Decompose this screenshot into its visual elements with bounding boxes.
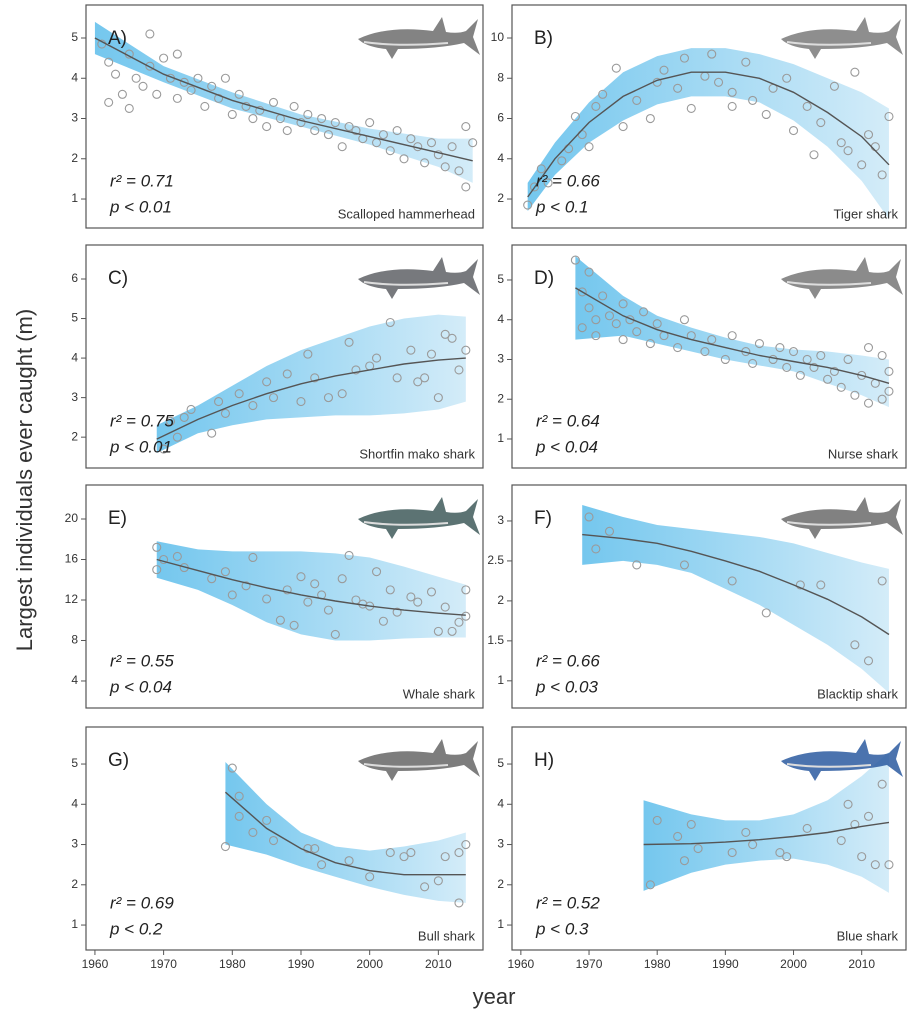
r-squared: r² = 0.66 bbox=[536, 171, 600, 190]
species-name: Scalloped hammerhead bbox=[338, 206, 475, 221]
r-squared: r² = 0.69 bbox=[110, 893, 174, 912]
x-tick-label: 1970 bbox=[576, 957, 603, 971]
figure: Largest individuals ever caught (m) year… bbox=[0, 0, 910, 1012]
species-name: Tiger shark bbox=[833, 206, 898, 221]
y-tick-label: 3 bbox=[71, 390, 78, 404]
x-axis-label: year bbox=[473, 984, 516, 1009]
y-tick-label: 3 bbox=[497, 513, 504, 527]
y-tick-label: 1 bbox=[71, 191, 78, 205]
panel-label: B) bbox=[534, 28, 553, 49]
panel: 2 4 6 8 10 B) r² = 0.66 p < 0.1 Tiger shark bbox=[491, 5, 906, 228]
species-name: Blue shark bbox=[837, 928, 899, 943]
y-tick-label: 4 bbox=[71, 796, 78, 810]
x-tick-label: 1990 bbox=[712, 957, 739, 971]
y-axis-label: Largest individuals ever caught (m) bbox=[12, 309, 37, 651]
x-tick-label: 1960 bbox=[508, 957, 535, 971]
y-tick-label: 4 bbox=[497, 312, 504, 326]
r-squared: r² = 0.52 bbox=[536, 893, 600, 912]
y-tick-label: 4 bbox=[71, 350, 78, 364]
r-squared: r² = 0.64 bbox=[536, 411, 600, 430]
p-value: p < 0.3 bbox=[535, 919, 589, 938]
panel-label: D) bbox=[534, 268, 554, 289]
x-tick-label: 2000 bbox=[780, 957, 807, 971]
y-tick-label: 10 bbox=[491, 30, 505, 44]
y-tick-label: 5 bbox=[71, 30, 78, 44]
y-tick-label: 6 bbox=[71, 271, 78, 285]
y-tick-label: 3 bbox=[497, 352, 504, 366]
r-squared: r² = 0.71 bbox=[110, 171, 174, 190]
x-tick-label: 1980 bbox=[644, 957, 671, 971]
x-tick-label: 1990 bbox=[288, 957, 315, 971]
panel-label: H) bbox=[534, 750, 554, 771]
r-squared: r² = 0.66 bbox=[536, 651, 600, 670]
y-tick-label: 1 bbox=[497, 917, 504, 931]
panel: 1 2 3 4 5 A) r² = 0.71 p < 0.01 Scalloped hammer… bbox=[71, 5, 483, 228]
y-tick-label: 1.5 bbox=[487, 633, 504, 647]
species-name: Blacktip shark bbox=[817, 686, 898, 701]
panel-label: G) bbox=[108, 750, 129, 771]
y-tick-label: 8 bbox=[71, 633, 78, 647]
y-tick-label: 20 bbox=[65, 511, 79, 525]
p-value: p < 0.03 bbox=[535, 677, 598, 696]
y-tick-label: 2 bbox=[497, 593, 504, 607]
panel: 1 2 3 4 5 1960 1970 1980 1990 2000 2010 H) r² = 0.52… bbox=[497, 727, 906, 971]
y-tick-label: 3 bbox=[71, 111, 78, 125]
p-value: p < 0.04 bbox=[535, 437, 598, 456]
panel: 1 1.5 2 2.5 3 F) r² = 0.66 p < 0.03 Blacktip sha… bbox=[487, 485, 906, 708]
species-name: Whale shark bbox=[403, 686, 476, 701]
y-tick-label: 1 bbox=[71, 917, 78, 931]
y-tick-label: 1 bbox=[497, 673, 504, 687]
y-tick-label: 6 bbox=[497, 111, 504, 125]
p-value: p < 0.2 bbox=[109, 919, 163, 938]
y-tick-label: 8 bbox=[497, 70, 504, 84]
panel-label: C) bbox=[108, 268, 128, 289]
x-tick-label: 1970 bbox=[150, 957, 177, 971]
p-value: p < 0.1 bbox=[535, 197, 588, 216]
y-tick-label: 2 bbox=[497, 877, 504, 891]
panel-label: E) bbox=[108, 508, 127, 529]
p-value: p < 0.04 bbox=[109, 677, 172, 696]
x-tick-label: 2010 bbox=[848, 957, 875, 971]
x-tick-label: 1980 bbox=[219, 957, 246, 971]
species-name: Nurse shark bbox=[828, 446, 899, 461]
panel-label: F) bbox=[534, 508, 552, 529]
y-tick-label: 5 bbox=[497, 272, 504, 286]
species-name: Shortfin mako shark bbox=[359, 446, 475, 461]
y-tick-label: 1 bbox=[497, 431, 504, 445]
y-tick-label: 3 bbox=[497, 837, 504, 851]
y-tick-label: 2 bbox=[497, 191, 504, 205]
y-tick-label: 5 bbox=[497, 756, 504, 770]
panel: 1 2 3 4 5 1960 1970 1980 1990 2000 2010 G) r² = 0.69… bbox=[71, 727, 483, 971]
y-tick-label: 4 bbox=[71, 70, 78, 84]
x-tick-label: 2010 bbox=[425, 957, 452, 971]
panel: 4 8 12 16 20 E) r² = 0.55 p < 0.04 Whale shark bbox=[65, 485, 483, 708]
x-tick-label: 1960 bbox=[82, 957, 109, 971]
y-tick-label: 2.5 bbox=[487, 553, 504, 567]
y-tick-label: 2 bbox=[497, 391, 504, 405]
y-tick-label: 5 bbox=[71, 756, 78, 770]
r-squared: r² = 0.55 bbox=[110, 651, 174, 670]
panel-label: A) bbox=[108, 28, 127, 49]
y-tick-label: 3 bbox=[71, 837, 78, 851]
r-squared: r² = 0.75 bbox=[110, 411, 174, 430]
y-tick-label: 2 bbox=[71, 429, 78, 443]
panel: 1 2 3 4 5 D) r² = 0.64 p < 0.04 Nurse shark bbox=[497, 245, 906, 468]
species-name: Bull shark bbox=[418, 928, 476, 943]
panel: 2 3 4 5 6 C) r² = 0.75 p < 0.01 Shortfin mako sh… bbox=[71, 245, 483, 468]
y-tick-label: 16 bbox=[65, 552, 79, 566]
p-value: p < 0.01 bbox=[109, 197, 172, 216]
x-tick-label: 2000 bbox=[356, 957, 383, 971]
y-tick-label: 12 bbox=[65, 592, 79, 606]
y-tick-label: 4 bbox=[71, 673, 78, 687]
y-tick-label: 2 bbox=[71, 877, 78, 891]
y-tick-label: 4 bbox=[497, 796, 504, 810]
y-tick-label: 4 bbox=[497, 151, 504, 165]
p-value: p < 0.01 bbox=[109, 437, 172, 456]
y-tick-label: 5 bbox=[71, 311, 78, 325]
y-tick-label: 2 bbox=[71, 151, 78, 165]
